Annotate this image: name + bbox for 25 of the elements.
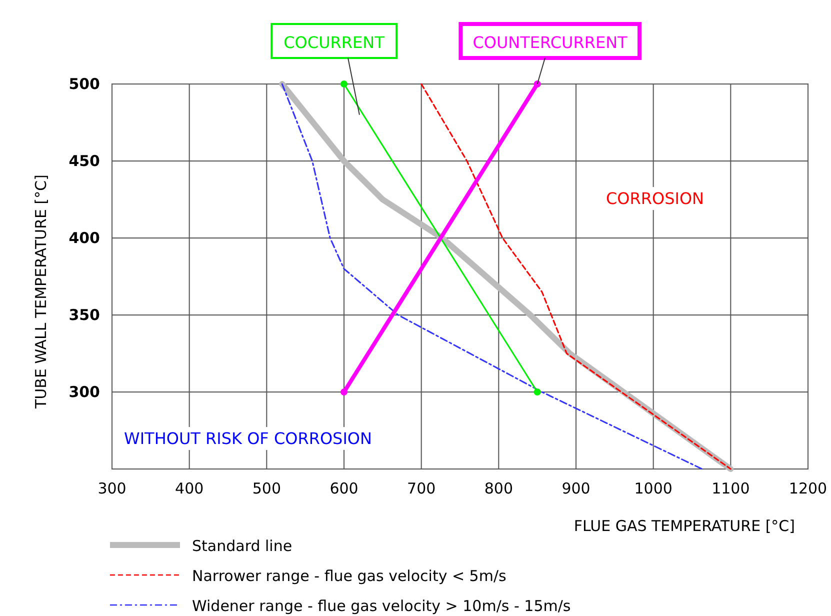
x-tick-label: 400 — [175, 480, 204, 498]
x-tick-label: 1100 — [712, 480, 750, 498]
y-tick-label: 400 — [68, 228, 100, 247]
x-tick-label: 300 — [98, 480, 126, 498]
legend-label: Standard line — [192, 537, 292, 555]
text: COUNTERCURRENT — [472, 33, 628, 52]
x-tick-label: 1000 — [634, 480, 672, 498]
y-tick-label: 450 — [68, 152, 100, 170]
y-tick-label: 300 — [68, 382, 100, 401]
legend-label: Narrower range - flue gas velocity < 5m/s — [192, 567, 507, 585]
annotation: CORROSION — [606, 189, 704, 208]
x-tick-label: 700 — [407, 480, 436, 498]
x-tick-label: 800 — [484, 480, 513, 498]
y-tick-label: 350 — [68, 306, 100, 324]
y-axis-title: TUBE WALL TEMPERATURE [°C] — [32, 174, 50, 410]
x-tick-label: 600 — [330, 480, 358, 498]
x-axis-title: FLUE GAS TEMPERATURE [°C] — [574, 517, 795, 535]
line-series — [420, 83, 732, 470]
annotation: WITHOUT RISK OF CORROSION — [124, 429, 372, 448]
text: COCURRENT — [284, 33, 385, 52]
x-tick-label: 1200 — [788, 480, 828, 498]
x-tick-label: 900 — [562, 480, 590, 498]
legend-label: Widener range - flue gas velocity > 10m/s - 15m/s — [192, 597, 571, 615]
x-tick-label: 500 — [252, 480, 281, 498]
y-tick-label: 500 — [68, 74, 100, 93]
